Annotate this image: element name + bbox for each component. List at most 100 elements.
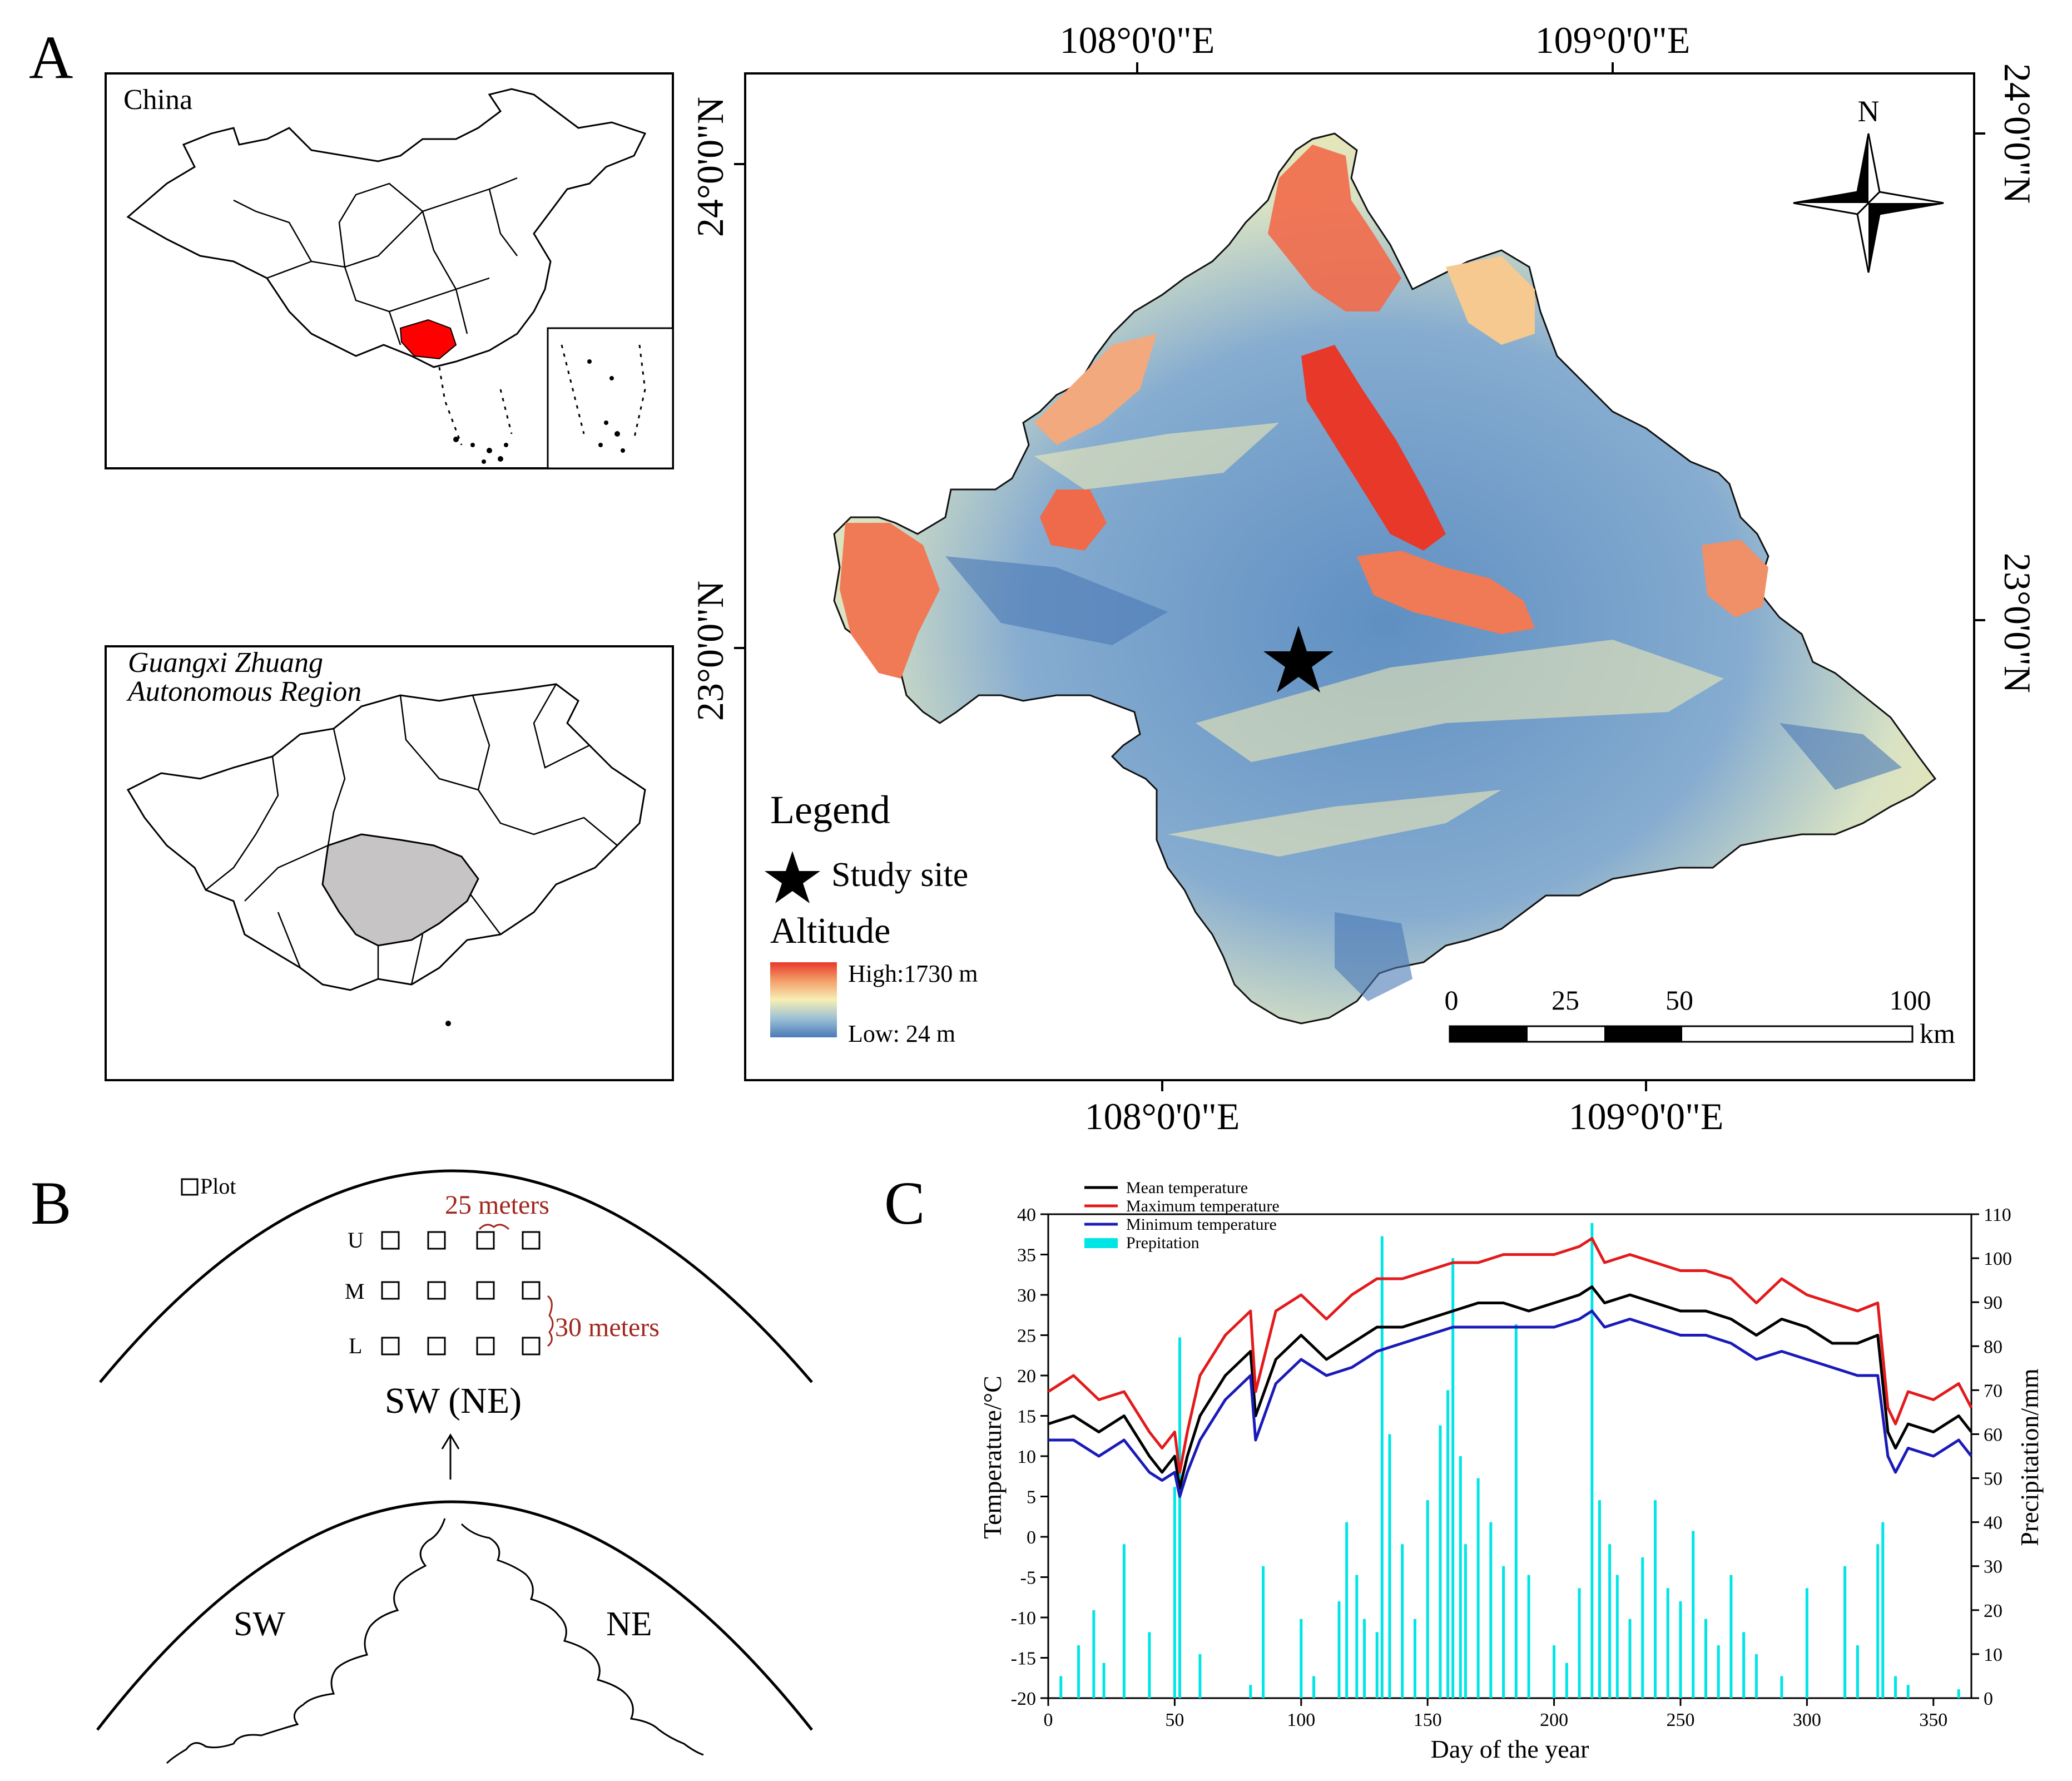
- plot-legend-square: [181, 1178, 199, 1196]
- y2-tick-label: 50: [1984, 1469, 2002, 1490]
- panel-c: C 0 50 100 150 200 250 300 350-20-15-10-5051015…: [884, 1169, 2044, 1763]
- china-inset: China: [105, 72, 674, 469]
- precip-bar: [1843, 1566, 1847, 1698]
- precip-bar: [1615, 1575, 1619, 1698]
- legend-precip: Prepitation: [1126, 1234, 1199, 1252]
- x-tick-label: 150: [1414, 1710, 1442, 1730]
- precip-bar: [1345, 1522, 1349, 1698]
- precip-bar: [1173, 1487, 1176, 1698]
- precipitation-bars: [1059, 1223, 1960, 1698]
- precip-bar: [1692, 1531, 1695, 1698]
- north-arrow: N: [1793, 95, 1944, 273]
- minimum-temperature-line: [1048, 1309, 1972, 1498]
- study-site-star: [1263, 626, 1334, 692]
- y-tick-label: 5: [1027, 1487, 1036, 1508]
- precip-bar: [1729, 1575, 1733, 1698]
- plot-legend-label: Plot: [200, 1174, 236, 1199]
- precip-bar: [1780, 1676, 1783, 1698]
- nanning-highlight: [321, 833, 479, 947]
- y2-tick-label: 100: [1984, 1249, 2012, 1269]
- precip-bar: [1092, 1610, 1096, 1698]
- y2-tick-label: 20: [1984, 1601, 2002, 1621]
- panel-label-b: B: [31, 1169, 71, 1237]
- precip-bar: [1502, 1566, 1505, 1698]
- legend-title: Legend: [770, 788, 890, 832]
- y-tick-label: -10: [1011, 1608, 1036, 1629]
- panel-label-a: A: [29, 23, 73, 91]
- panel-label-c: C: [884, 1169, 925, 1237]
- y-tick-label: 20: [1017, 1366, 1036, 1387]
- china-inset-title: China: [123, 84, 192, 116]
- y-tick-label: -15: [1011, 1649, 1036, 1669]
- y-tick-label: 15: [1017, 1407, 1036, 1427]
- guangxi-inset-title-line2: Autonomous Region: [126, 676, 361, 708]
- bottom-lon-label-108: 108°0'0"E: [1085, 1095, 1240, 1137]
- precip-bar: [1355, 1575, 1359, 1698]
- map-legend: Legend Study site Altitude High:1730 m L…: [765, 788, 978, 1047]
- legend-high-label: High:1730 m: [848, 960, 978, 987]
- slope-label-sw: SW: [234, 1605, 285, 1643]
- guangxi-inset-title-line1: Guangxi Zhuang: [128, 647, 323, 679]
- island-dots: [453, 359, 625, 464]
- y2-tick-label: 70: [1984, 1381, 2002, 1401]
- precip-bar: [1805, 1588, 1808, 1698]
- spacing-vertical-brace: [547, 1295, 554, 1347]
- precip-bar: [1679, 1601, 1682, 1698]
- x-tick-label: 250: [1666, 1710, 1694, 1730]
- scale-tick-25: 25: [1551, 985, 1579, 1016]
- legend-min: Minimum temperature: [1126, 1215, 1277, 1234]
- mean-temperature-line: [1048, 1285, 1972, 1490]
- spacing-vertical-label: 30 meters: [555, 1313, 660, 1342]
- guangxi-island-dot: [445, 1021, 451, 1026]
- row-label-upper: U: [348, 1228, 364, 1253]
- legend-altitude-title: Altitude: [770, 911, 890, 951]
- legend-site-label: Study site: [831, 856, 968, 894]
- precip-bar: [1553, 1645, 1556, 1698]
- sw-slope-line: [166, 1518, 446, 1764]
- north-arrow-label: N: [1858, 95, 1880, 128]
- bottom-lon-label-109: 109°0'0"E: [1569, 1095, 1724, 1137]
- altitude-color-ramp: [770, 962, 837, 1037]
- y-tick-label: 35: [1017, 1245, 1036, 1266]
- precip-bar: [1446, 1390, 1450, 1698]
- precip-bar: [1608, 1544, 1612, 1698]
- y-tick-label: -5: [1020, 1568, 1036, 1589]
- lowland-valleys: [945, 556, 1902, 1001]
- x-tick-label: 300: [1793, 1710, 1821, 1730]
- panel-b: B Plot 25 meters U M L 30 meters SW (NE)…: [31, 1169, 813, 1764]
- slope-label-ne: NE: [606, 1605, 652, 1643]
- precip-bar: [1565, 1663, 1568, 1698]
- precip-bar: [1704, 1619, 1707, 1698]
- precip-bar: [1059, 1676, 1063, 1698]
- y-tick-label: 40: [1017, 1205, 1036, 1225]
- maximum-temperature-line: [1047, 1237, 1973, 1474]
- main-map: 108°0'0"E 109°0'0"E 108°0'0"E 109°0'0"E …: [689, 19, 2039, 1137]
- right-lat-label-24: 24°0'0"N: [1996, 63, 2039, 204]
- y-tick-label: 25: [1017, 1326, 1036, 1347]
- precip-bar: [1148, 1632, 1151, 1698]
- precip-bar: [1413, 1619, 1416, 1698]
- spacing-horizontal-label: 25 meters: [445, 1190, 549, 1220]
- precip-bar: [1459, 1456, 1462, 1698]
- precip-bar: [1426, 1500, 1429, 1698]
- guangxi-inset: Guangxi Zhuang Autonomous Region: [105, 645, 674, 1081]
- south-china-sea-inset: [547, 327, 674, 469]
- precip-bar: [1476, 1478, 1480, 1698]
- precip-bar: [1300, 1619, 1303, 1698]
- x-tick-label: 0: [1044, 1710, 1053, 1730]
- y-axis-label: Temperature/°C: [978, 1376, 1007, 1539]
- precip-bar: [1754, 1654, 1758, 1698]
- highland-patches: [840, 145, 1768, 679]
- y2-axis-label: Precipitation/mm: [2015, 1368, 2044, 1546]
- precip-bar: [1578, 1588, 1581, 1698]
- row-label-middle: M: [345, 1279, 365, 1304]
- precip-bar: [1198, 1654, 1202, 1698]
- x-axis-label: Day of the year: [1431, 1735, 1589, 1763]
- precip-bar: [1388, 1434, 1391, 1698]
- top-lon-label-108: 108°0'0"E: [1060, 19, 1215, 61]
- precip-bar: [1666, 1588, 1669, 1698]
- precip-bar: [1249, 1685, 1252, 1698]
- temperature-lines: [1047, 1237, 1973, 1498]
- precip-bar: [1527, 1575, 1530, 1698]
- precip-bar: [1876, 1544, 1880, 1698]
